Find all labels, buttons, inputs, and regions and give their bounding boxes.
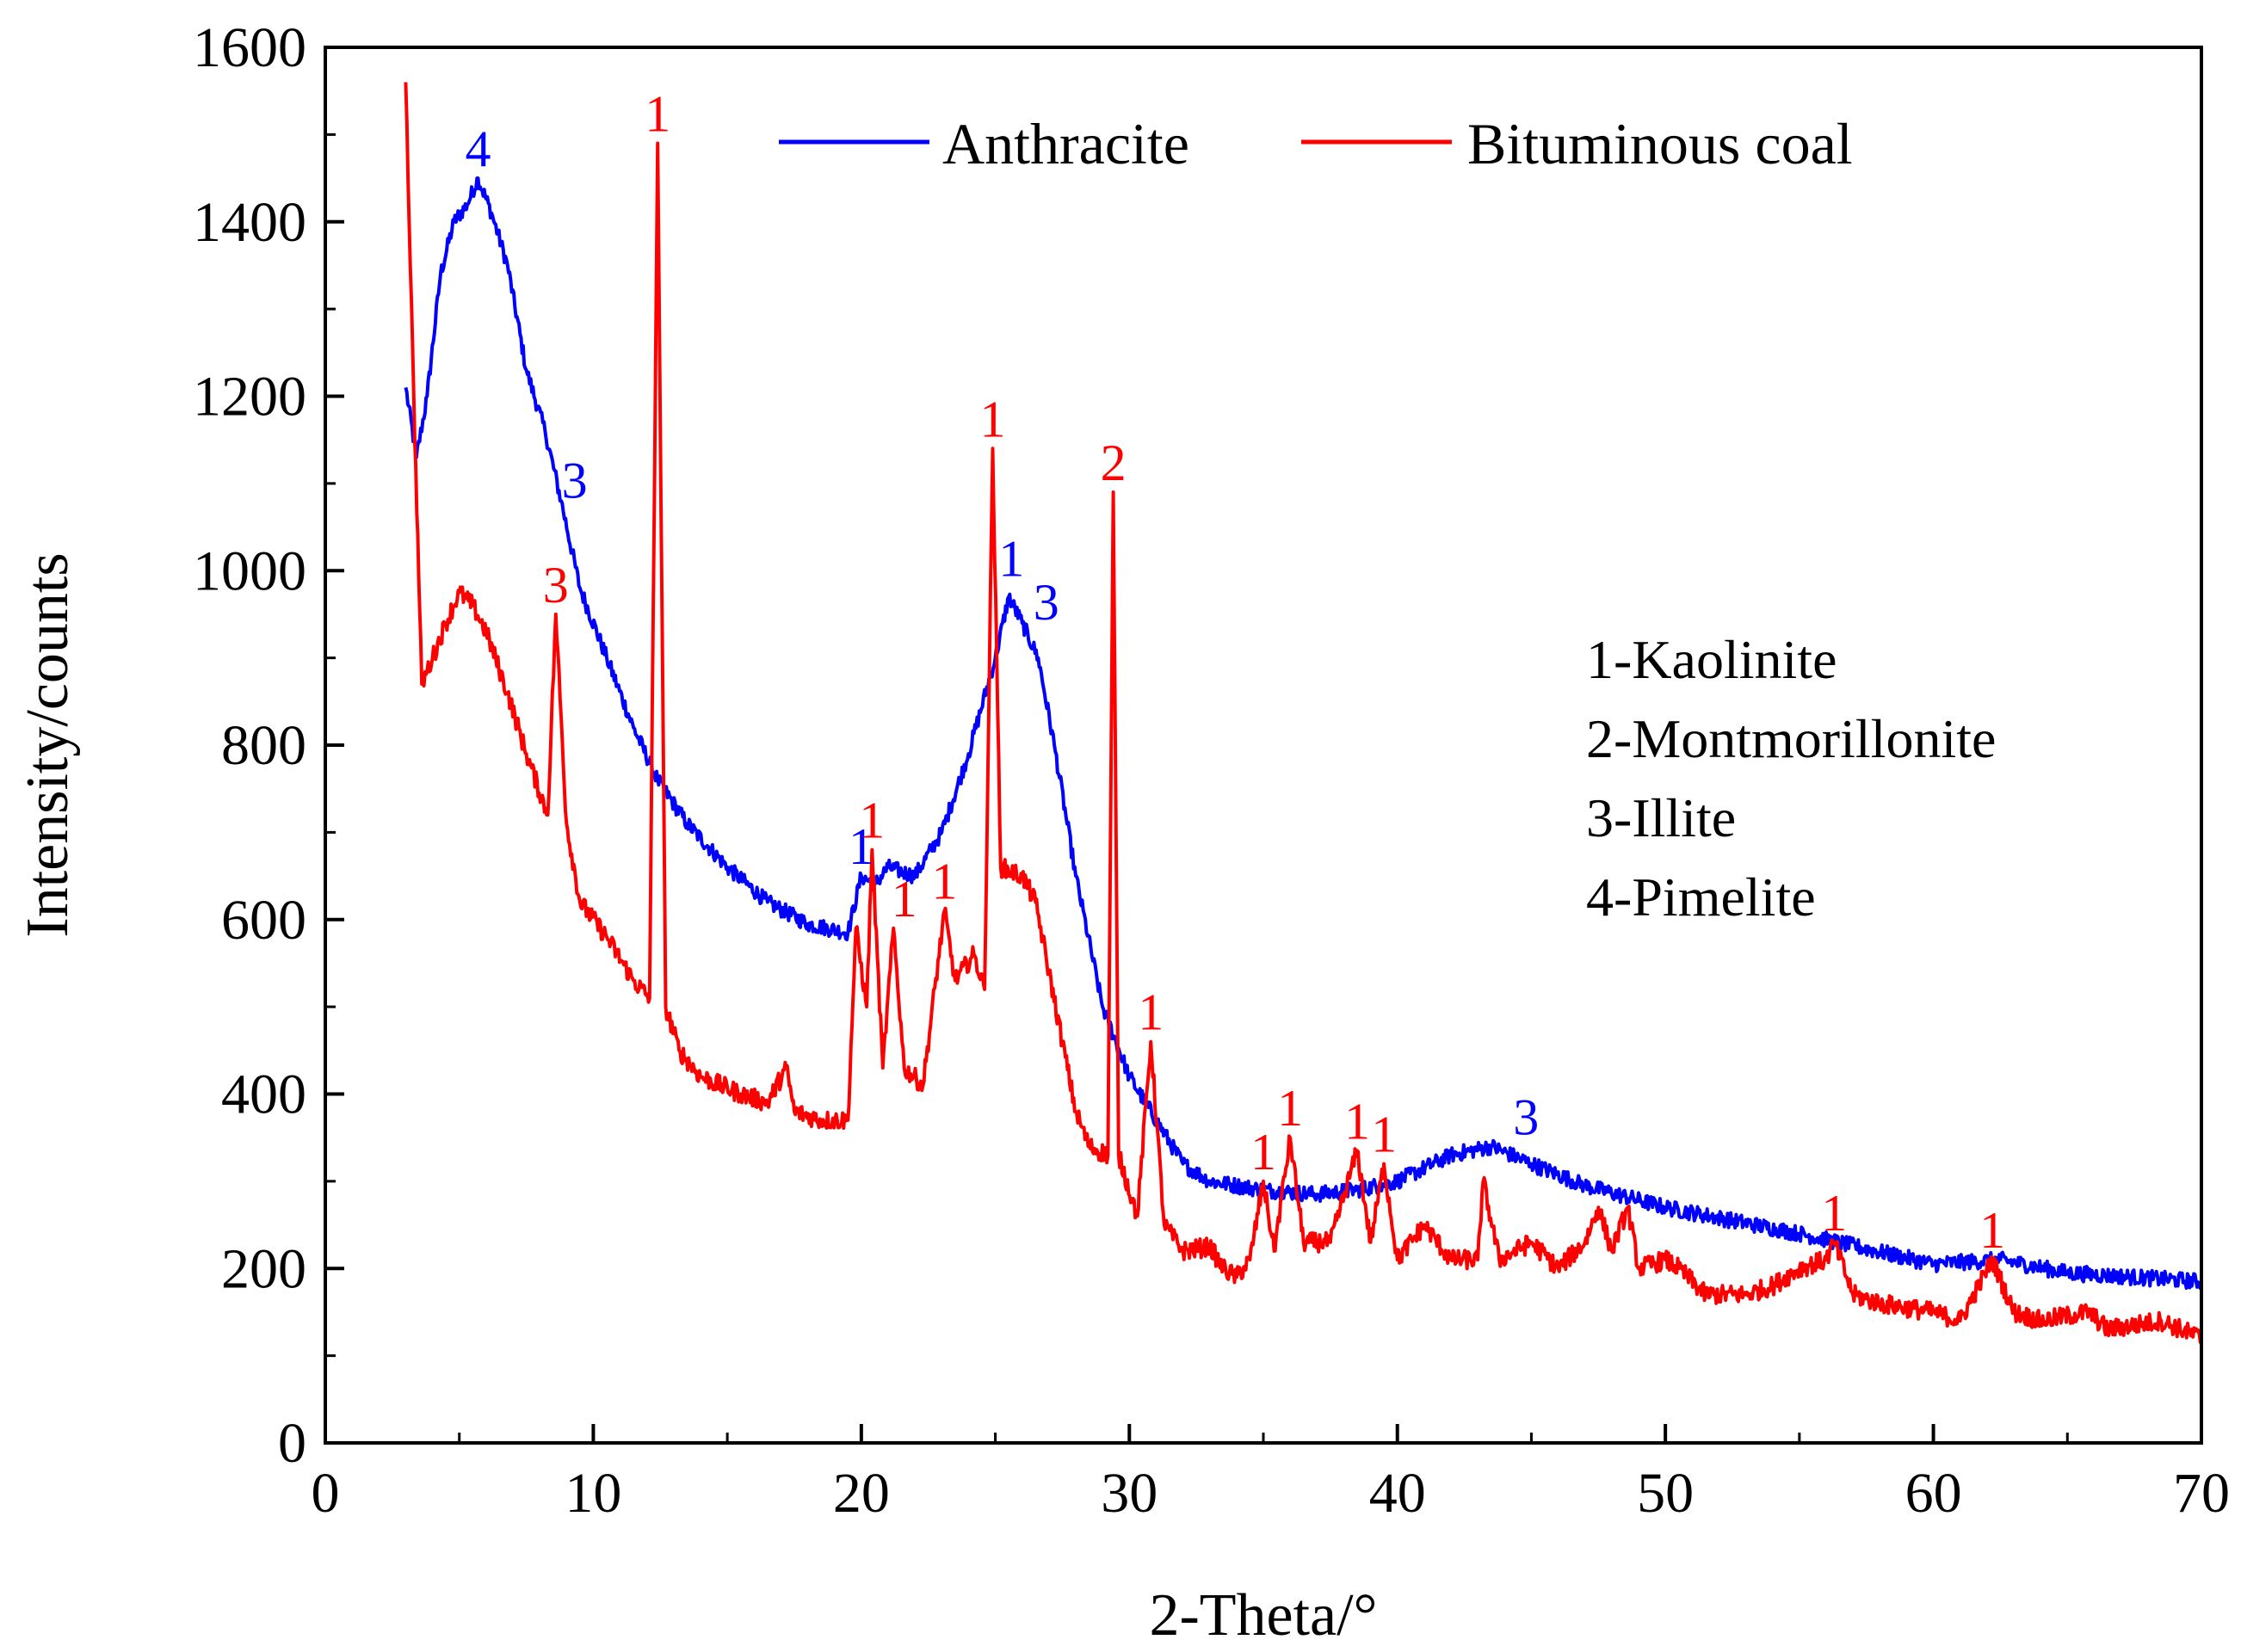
x-tick-label: 60 bbox=[1905, 1462, 1962, 1525]
peak-label: 1 bbox=[859, 792, 885, 849]
peak-label: 1 bbox=[1821, 1185, 1847, 1242]
legend: Anthracite Bituminous coal bbox=[779, 111, 1853, 176]
y-tick-label: 400 bbox=[221, 1063, 306, 1126]
x-axis-title: 2-Theta/° bbox=[1149, 1582, 1377, 1649]
legend-label-anthracite: Anthracite bbox=[942, 111, 1189, 176]
peak-label: 1 bbox=[1277, 1080, 1303, 1137]
y-tick-label: 1600 bbox=[193, 16, 306, 79]
series-line-anthracite bbox=[404, 176, 2201, 1291]
peak-label: 3 bbox=[1034, 574, 1059, 631]
peak-label: 1 bbox=[1371, 1106, 1397, 1163]
x-tick-label: 70 bbox=[2173, 1462, 2230, 1525]
y-axis: 0 200 400 600 800 1000 1200 1400 1600 bbox=[193, 16, 344, 1475]
y-tick-label: 200 bbox=[221, 1237, 306, 1300]
peak-label: 1 bbox=[645, 86, 670, 143]
x-axis: 0 10 20 30 40 50 60 70 bbox=[312, 1424, 2230, 1525]
peak-label: 3 bbox=[1513, 1088, 1539, 1145]
mineral-key-item: 1-Kaolinite bbox=[1586, 629, 1837, 690]
peak-label: 3 bbox=[543, 557, 569, 613]
peak-label: 1 bbox=[980, 391, 1006, 447]
peak-label: 1 bbox=[1979, 1202, 2005, 1259]
mineral-key: 1-Kaolinite 2-Montmorillonite 3-Illite 4… bbox=[1586, 629, 1996, 928]
peak-label: 2 bbox=[1101, 435, 1127, 491]
x-tick-label: 30 bbox=[1101, 1462, 1158, 1525]
y-tick-label: 800 bbox=[221, 714, 306, 777]
peak-label: 4 bbox=[466, 120, 491, 177]
peak-label: 1 bbox=[892, 871, 917, 928]
y-tick-label: 1400 bbox=[193, 191, 306, 254]
legend-label-bituminous: Bituminous coal bbox=[1467, 111, 1853, 176]
x-tick-label: 0 bbox=[312, 1462, 340, 1525]
peak-label: 1 bbox=[998, 531, 1024, 588]
mineral-key-item: 2-Montmorillonite bbox=[1586, 708, 1996, 769]
x-tick-label: 50 bbox=[1637, 1462, 1694, 1525]
y-axis-title: Intensity/counts bbox=[15, 552, 81, 937]
x-tick-label: 40 bbox=[1369, 1462, 1426, 1525]
y-tick-label: 1000 bbox=[193, 539, 306, 602]
peak-label: 1 bbox=[1250, 1124, 1276, 1180]
mineral-key-item: 4-Pimelite bbox=[1586, 866, 1816, 928]
peak-label: 1 bbox=[931, 854, 957, 910]
mineral-key-item: 3-Illite bbox=[1586, 787, 1736, 848]
series-layer bbox=[404, 82, 2201, 1345]
y-tick-label: 0 bbox=[278, 1412, 306, 1475]
y-tick-label: 1200 bbox=[193, 366, 306, 428]
series-line-bituminous-coal bbox=[404, 82, 2201, 1345]
peak-label: 3 bbox=[562, 452, 588, 509]
peak-label: 1 bbox=[1138, 984, 1164, 1041]
y-tick-label: 600 bbox=[221, 889, 306, 952]
peak-label: 1 bbox=[1344, 1093, 1370, 1150]
x-tick-label: 10 bbox=[565, 1462, 621, 1525]
peak-label: 1 bbox=[849, 818, 874, 875]
x-tick-label: 20 bbox=[833, 1462, 890, 1525]
